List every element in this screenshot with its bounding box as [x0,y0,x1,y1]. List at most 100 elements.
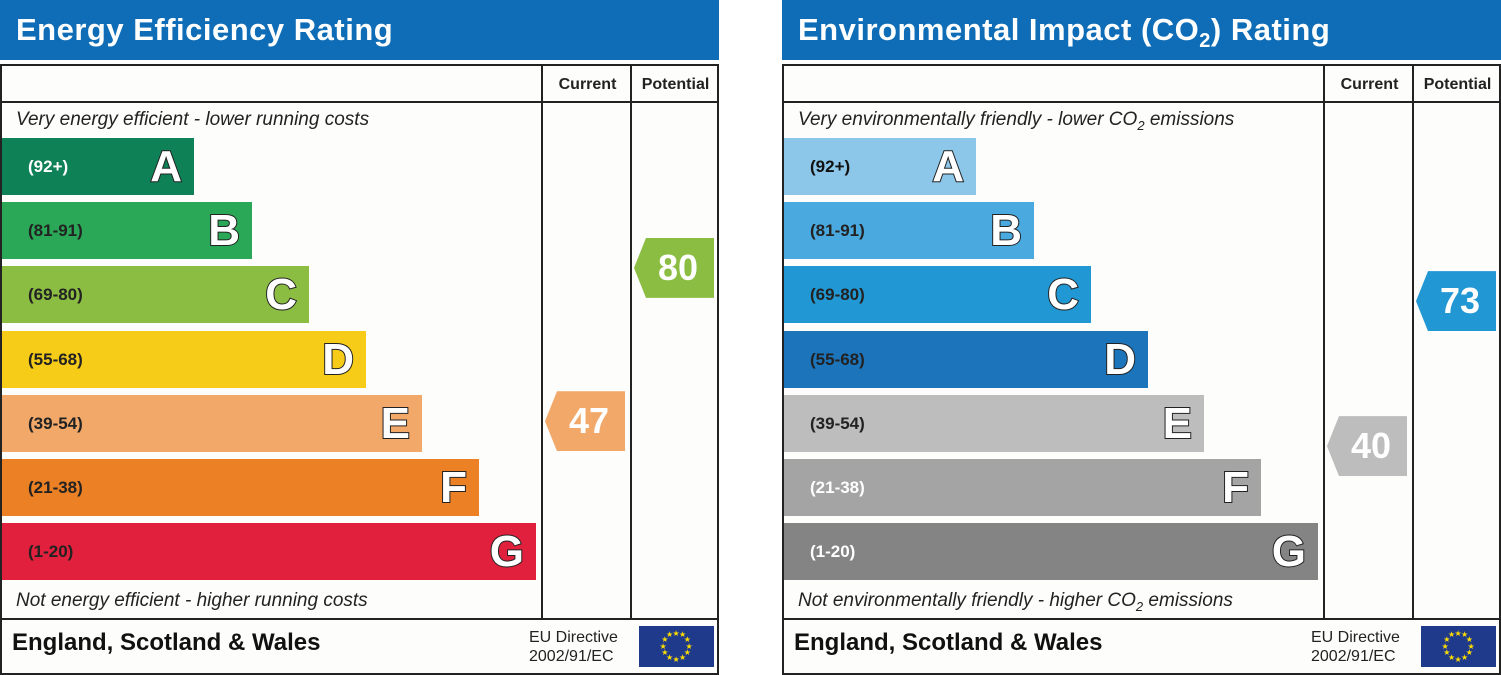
band-range: (55-68) [810,350,865,369]
panel-title: Energy Efficiency Rating [0,0,719,60]
star-icon: ★ [661,648,669,657]
caption-text-end: emissions [1144,109,1235,130]
band-letter: B [989,205,1023,256]
star-icon: ★ [679,652,687,662]
band-letter: G [1271,526,1307,577]
band-range: (92+) [28,157,69,176]
star-icon: ★ [659,641,667,651]
star-icon: ★ [679,630,687,640]
band-letter: F [439,462,468,513]
band-range: (21-38) [28,478,83,497]
star-icon: ★ [1465,648,1473,657]
caption-subscript: 2 [1137,117,1145,133]
band-letter: C [1046,269,1080,320]
band-e: (39-54) E [784,395,1204,452]
star-icon: ★ [1443,648,1451,657]
divider [630,66,632,619]
directive-line-1: EU Directive [1311,629,1400,646]
band-letter: D [321,334,355,385]
band-range: (69-80) [28,285,83,304]
rating-table: Current Potential Very energy efficient … [0,64,719,675]
band-letter: B [207,205,241,256]
band-g: (1-20) G [2,523,536,580]
divider [1412,66,1414,619]
divider [541,66,543,619]
star-icon: ★ [666,630,674,640]
star-icon: ★ [1448,630,1456,640]
divider [784,618,1499,620]
rating-table: Current Potential Very environmentally f… [782,64,1501,675]
caption-text: Not environmentally friendly - higher CO [798,590,1136,611]
eu-flag-icon: ★ ★ ★ ★ ★ ★ ★ ★ ★ ★ ★ ★ [1421,626,1496,667]
band-d: (55-68) D [2,331,366,388]
band-letter: A [149,141,183,192]
caption-subscript: 2 [1135,598,1144,614]
directive-line-2: 2002/91/EC [1311,648,1396,665]
band-range: (69-80) [810,285,865,304]
band-f: (21-38) F [784,459,1261,516]
bottom-caption: Not environmentally friendly - higher CO… [798,590,1233,614]
star-icon: ★ [672,628,680,638]
region-label: England, Scotland & Wales [794,629,1103,656]
top-caption: Very environmentally friendly - lower CO… [798,109,1234,133]
band-range: (92+) [810,157,851,176]
band-range: (21-38) [810,478,865,497]
band-range: (1-20) [28,542,74,561]
panel-title: Environmental Impact (CO2) Rating [782,0,1501,60]
star-icon: ★ [666,652,674,662]
title-text-end: ) Rating [1210,12,1331,47]
energy-efficiency-panel: Energy Efficiency Rating Current Potenti… [0,0,719,675]
band-range: (1-20) [810,542,856,561]
current-column-header: Current [1340,76,1399,93]
band-a: (92+) A [2,138,194,195]
band-a: (92+) A [784,138,976,195]
band-range: (39-54) [810,414,865,433]
band-b: (81-91) B [2,202,252,259]
title-subscript: 2 [1199,30,1211,53]
star-icon: ★ [661,635,669,644]
environmental-impact-panel: Environmental Impact (CO2) Rating Curren… [782,0,1501,675]
band-letter: D [1103,334,1137,385]
star-icon: ★ [683,648,691,657]
bottom-caption: Not energy efficient - higher running co… [16,590,368,611]
star-icon: ★ [683,635,691,644]
region-label: England, Scotland & Wales [12,629,321,656]
caption-text: Very environmentally friendly - lower CO [798,109,1138,130]
divider [2,101,717,103]
band-letter: G [489,526,525,577]
star-icon: ★ [672,654,680,664]
band-letter: E [380,398,411,449]
band-letter: F [1221,462,1250,513]
star-icon: ★ [1454,628,1462,638]
band-letter: C [264,269,298,320]
star-icon: ★ [1461,630,1469,640]
band-c: (69-80) C [784,266,1091,323]
top-caption: Very energy efficient - lower running co… [16,109,370,130]
potential-rating-arrow: 73 [1416,271,1496,332]
potential-column-header: Potential [641,76,710,93]
star-icon: ★ [1454,654,1462,664]
band-d: (55-68) D [784,331,1148,388]
eu-flag-icon: ★ ★ ★ ★ ★ ★ ★ ★ ★ ★ ★ ★ [639,626,714,667]
band-letter: A [931,141,965,192]
band-letter: E [1162,398,1193,449]
star-icon: ★ [1441,641,1449,651]
band-f: (21-38) F [2,459,479,516]
band-range: (81-91) [28,221,83,240]
potential-column-header: Potential [1423,76,1492,93]
eu-directive-label: EU Directive 2002/91/EC [529,628,618,666]
title-text: Environmental Impact (CO [798,12,1200,47]
star-icon: ★ [685,641,693,651]
band-c: (69-80) C [2,266,309,323]
band-b: (81-91) B [784,202,1034,259]
potential-rating-arrow: 80 [634,237,714,298]
divider [784,101,1499,103]
band-range: (39-54) [28,414,83,433]
star-icon: ★ [1467,641,1475,651]
title-text: Energy Efficiency Rating [16,12,394,47]
band-e: (39-54) E [2,395,422,452]
directive-line-2: 2002/91/EC [529,648,614,665]
caption-text-end: emissions [1143,590,1233,611]
divider [2,618,717,620]
band-range: (81-91) [810,221,865,240]
